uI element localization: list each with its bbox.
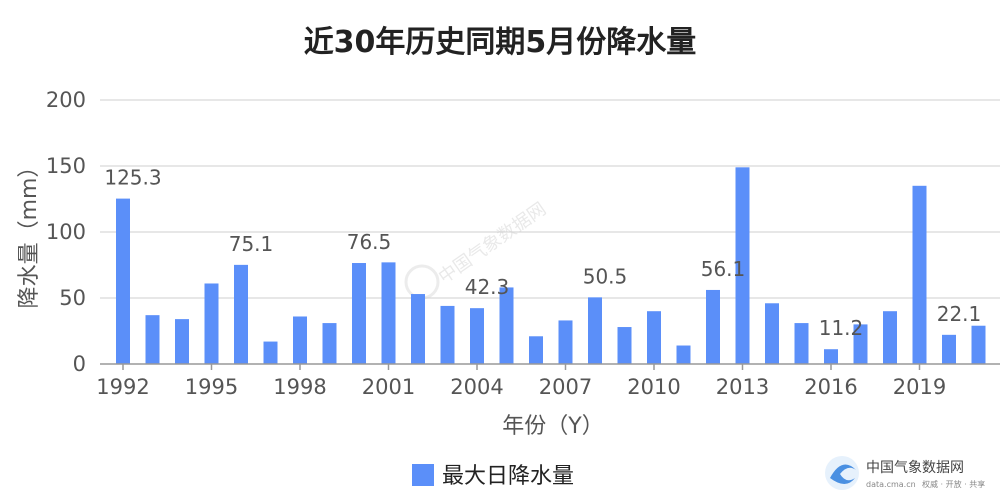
x-tick-label: 1995 (185, 375, 238, 399)
data-label: 56.1 (701, 257, 746, 281)
bar-series (116, 167, 986, 364)
bar (529, 336, 543, 364)
bar (234, 264, 248, 364)
data-label: 22.1 (937, 302, 982, 326)
bar (175, 319, 189, 364)
bar (706, 289, 720, 364)
data-label: 76.5 (347, 230, 392, 254)
branding: 中国气象数据网 data.cma.cn 权威 · 开放 · 共享 (825, 456, 985, 490)
x-tick-label: 2004 (450, 375, 503, 399)
bar (204, 283, 219, 364)
cma-logo-icon (825, 456, 859, 490)
bar (617, 327, 632, 364)
bar (735, 167, 750, 364)
brand-url: data.cma.cn (866, 480, 916, 489)
bar (263, 341, 278, 364)
brand-name: 中国气象数据网 (866, 460, 964, 476)
x-tick-label: 1998 (273, 375, 326, 399)
bar (411, 294, 425, 364)
x-tick-label: 2013 (716, 375, 769, 399)
x-tick-label: 1992 (96, 375, 149, 399)
data-label: 42.3 (465, 275, 510, 299)
bar (883, 311, 897, 364)
grid-lines (100, 99, 1000, 299)
cma-logo-swirl (830, 464, 856, 484)
bar (676, 345, 691, 364)
chart-title: 近30年历史同期5月份降水量 (304, 25, 697, 60)
x-axis-title: 年份（Y） (502, 414, 603, 439)
bar (381, 262, 396, 364)
brand-tagline: 权威 · 开放 · 共享 (922, 479, 985, 489)
y-tick-label: 50 (59, 286, 86, 310)
x-tick-label: 2016 (804, 375, 857, 399)
x-tick-label: 2007 (539, 375, 592, 399)
bar (558, 320, 573, 364)
bar (352, 263, 366, 364)
data-label: 125.3 (104, 166, 161, 190)
data-label: 50.5 (583, 264, 628, 288)
bar (145, 315, 160, 364)
legend: 最大日降水量 (412, 464, 574, 489)
x-tick-label: 2001 (362, 375, 415, 399)
legend-label: 最大日降水量 (442, 464, 574, 489)
bar (794, 323, 809, 364)
bar (116, 198, 130, 364)
bar (588, 297, 602, 364)
swirl-logo-icon (404, 264, 440, 300)
bar (293, 316, 307, 364)
y-axis-title: 降水量（mm） (17, 156, 42, 309)
bar (912, 185, 927, 364)
bar (322, 323, 337, 364)
y-tick-label: 0 (73, 352, 86, 376)
y-tick-label: 200 (46, 88, 86, 112)
bar (824, 349, 838, 364)
x-axis: 1992 1995 1998 2001 2004 2007 2010 2013 2016 2019 (96, 364, 946, 399)
data-label: 11.2 (819, 316, 864, 340)
legend-swatch (412, 464, 434, 486)
bar (971, 325, 986, 364)
bar (942, 334, 956, 364)
bar (647, 311, 661, 364)
y-tick-label: 150 (46, 154, 86, 178)
bar (499, 287, 514, 364)
y-axis: 0 50 100 150 200 (46, 88, 86, 376)
bar (765, 303, 779, 364)
bar (440, 305, 455, 364)
y-tick-label: 100 (46, 220, 86, 244)
x-tick-label: 2010 (627, 375, 680, 399)
x-tick-label: 2019 (893, 375, 946, 399)
data-labels: 125.3 75.1 76.5 42.3 50.5 56.1 11.2 22.1 (104, 166, 981, 341)
data-label: 75.1 (229, 232, 274, 256)
bar (853, 324, 868, 364)
bar (470, 308, 484, 364)
